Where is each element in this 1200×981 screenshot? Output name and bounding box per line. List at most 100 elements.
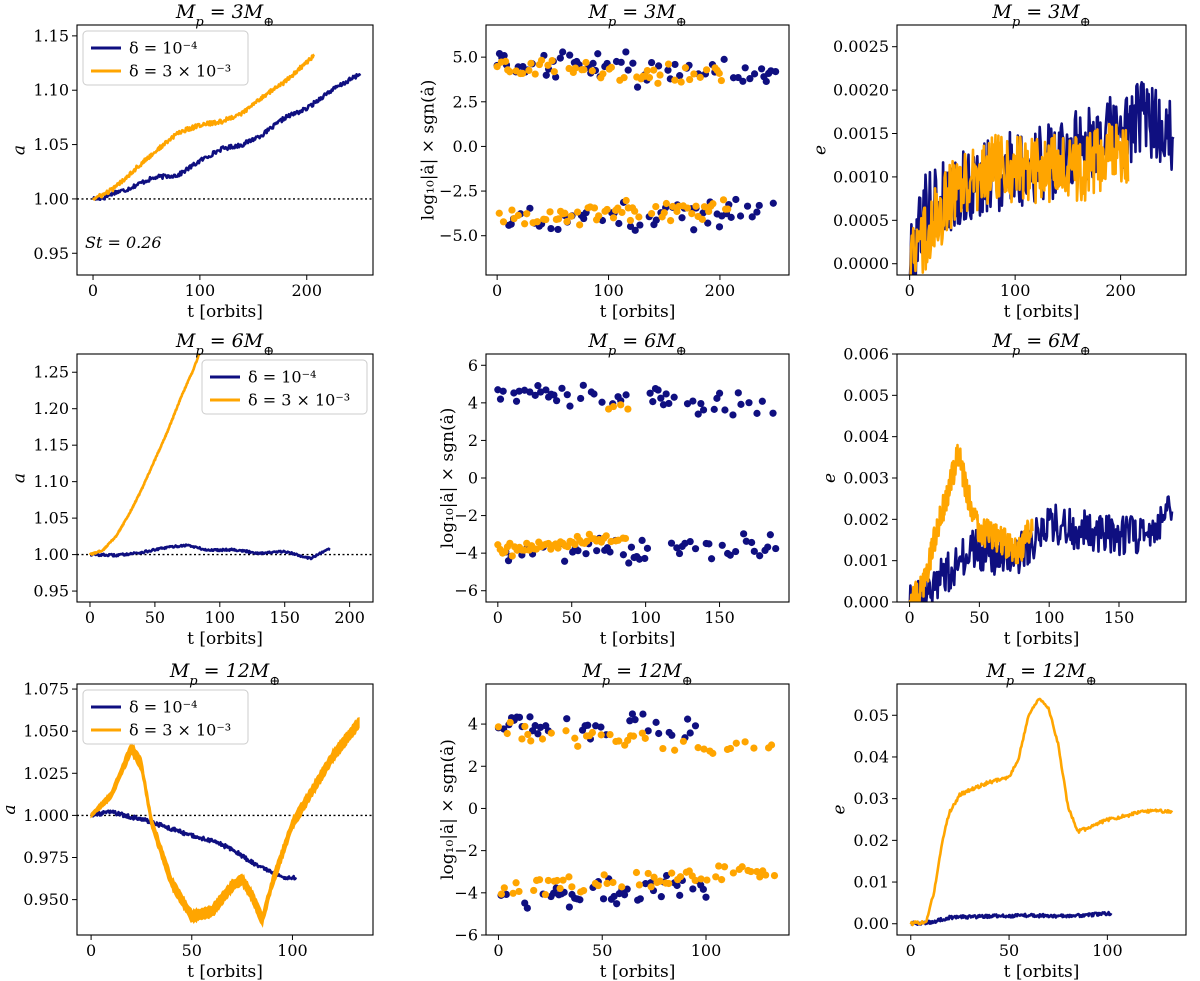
y-tick-label: 0.0020: [833, 81, 889, 100]
data-point: [688, 210, 696, 218]
data-point: [756, 873, 764, 881]
data-point: [670, 393, 678, 401]
data-point: [556, 54, 564, 62]
data-point: [697, 875, 705, 883]
data-point: [636, 221, 644, 229]
x-tick-label: 100: [1092, 941, 1123, 960]
y-tick-label: 0.950: [23, 890, 69, 909]
x-tick-label: 150: [704, 608, 735, 627]
data-point: [750, 547, 758, 555]
data-point: [606, 730, 614, 739]
chart-panel-8: 0 50 100 −6 −4 −2 0 2 4 Mp = 12M⊕ t [orbits] log₁₀|…: [438, 660, 790, 981]
data-point: [724, 205, 732, 213]
data-point: [625, 559, 633, 567]
data-point: [615, 737, 623, 745]
data-point: [647, 209, 656, 218]
x-axis-label: t [orbits]: [1004, 629, 1080, 649]
chart-panel-4: 0 50 100 150 200 0.95 1.00 1.05 1.10 1.15 1.20 1.25…: [10, 330, 374, 649]
data-point: [508, 206, 516, 214]
data-point: [669, 202, 677, 211]
data-point: [580, 887, 588, 895]
data-point: [647, 883, 655, 891]
y-tick-label: 1.025: [23, 764, 69, 783]
data-point: [597, 731, 605, 739]
plot-area: [77, 354, 373, 561]
data-point: [565, 903, 573, 911]
x-tick-label: 0: [906, 941, 916, 960]
data-point: [704, 219, 712, 227]
data-point: [691, 876, 699, 884]
y-axis-label: log₁₀|ȧ| × sgn(ȧ): [419, 80, 439, 221]
data-point: [696, 73, 704, 81]
data-point: [757, 65, 766, 73]
data-point: [599, 895, 608, 903]
data-point: [671, 746, 679, 754]
data-point: [762, 871, 770, 879]
data-point: [538, 735, 547, 743]
data-point: [603, 205, 611, 214]
data-point: [762, 77, 770, 86]
y-tick-label: 2: [468, 757, 478, 776]
data-point: [558, 384, 566, 392]
data-point: [700, 745, 708, 753]
data-point: [624, 66, 632, 74]
data-point: [618, 883, 626, 891]
data-point: [527, 737, 535, 745]
data-point: [609, 878, 617, 887]
y-tick-label: 0.00: [853, 914, 889, 933]
data-point: [499, 218, 508, 226]
data-point: [584, 721, 592, 729]
data-point: [694, 410, 702, 418]
y-tick-label: 1.05: [33, 135, 69, 154]
y-tick-label: 0.002: [843, 510, 889, 529]
y-tick-label: 0.95: [33, 244, 69, 263]
chart-panel-2: 0 100 200 −5.0 −2.5 0.0 2.5 5.0 Mp = 3M⊕ t [orbit…: [419, 1, 790, 322]
chart-title: Mp = 3M⊕: [991, 1, 1090, 30]
data-point: [523, 904, 531, 912]
data-point: [617, 401, 625, 409]
data-point: [729, 411, 737, 419]
data-point: [720, 863, 729, 871]
x-tick-label: 200: [1105, 281, 1136, 300]
data-point: [665, 399, 673, 408]
y-axis-label: e: [820, 473, 840, 483]
x-tick-label: 100: [593, 281, 624, 300]
x-tick-label: 100: [1034, 608, 1065, 627]
y-tick-label: 0.001: [843, 551, 889, 570]
data-point: [746, 75, 754, 83]
y-tick-label: 4: [468, 393, 478, 412]
data-point: [598, 398, 606, 406]
y-tick-label: 1.05: [33, 509, 69, 528]
data-point: [718, 541, 726, 549]
chart-title: Mp = 3M⊕: [587, 1, 686, 30]
data-point: [654, 386, 662, 394]
data-point: [679, 737, 688, 745]
data-point: [506, 718, 514, 727]
data-point: [650, 66, 658, 74]
data-point: [595, 212, 603, 220]
data-point: [747, 867, 755, 876]
data-point: [617, 58, 625, 66]
x-tick-label: 50: [182, 941, 202, 960]
y-axis-label: a: [0, 804, 20, 814]
data-point: [710, 405, 718, 413]
data-point: [664, 66, 672, 74]
y-tick-label: −2.5: [439, 182, 478, 201]
annotation-text: St = 0.26: [85, 233, 162, 252]
data-point: [629, 59, 637, 67]
data-point: [554, 544, 562, 552]
data-point: [607, 63, 615, 71]
y-axis-label: a: [10, 145, 30, 155]
data-point: [699, 885, 707, 893]
data-point: [673, 881, 681, 890]
data-point: [568, 883, 576, 891]
data-point: [699, 406, 708, 414]
x-axis-label: t [orbits]: [600, 962, 676, 981]
data-point: [718, 876, 726, 884]
data-point: [753, 409, 761, 417]
data-point: [734, 389, 742, 397]
legend-label: δ = 10⁻⁴: [248, 368, 316, 387]
x-tick-label: 200: [334, 608, 365, 627]
data-point: [620, 74, 628, 82]
data-point: [613, 900, 621, 908]
